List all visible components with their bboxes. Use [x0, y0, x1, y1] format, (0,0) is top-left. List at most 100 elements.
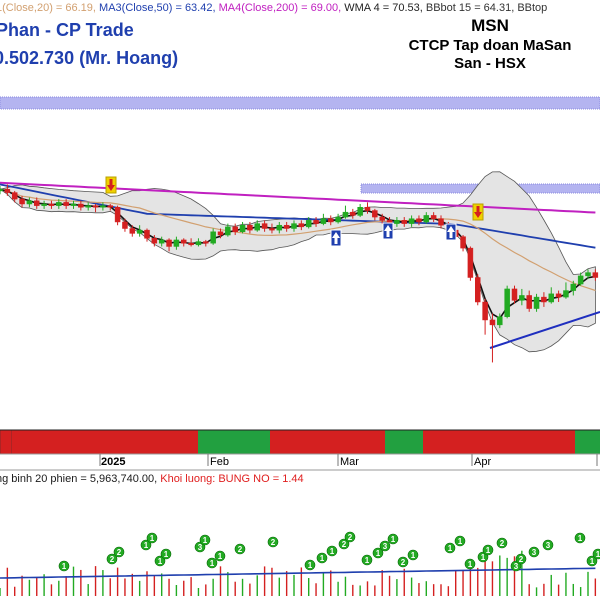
- svg-text:3: 3: [198, 543, 203, 552]
- candle-body: [394, 220, 400, 224]
- volume-marker: 1: [214, 550, 226, 562]
- time-axis: 2025 Feb Mar Apr: [0, 453, 600, 471]
- svg-text:1: 1: [218, 552, 223, 561]
- candle-body: [430, 215, 437, 219]
- ma20-line: [0, 188, 596, 292]
- volume-marker: 3: [542, 539, 554, 551]
- volume-marker: 1: [154, 555, 166, 567]
- volume-marker: 1: [304, 559, 316, 571]
- candle-body: [342, 211, 349, 218]
- volume-marker: 2: [234, 543, 246, 555]
- candle-body: [34, 200, 40, 206]
- author-title: Phan - CP Trade: [0, 20, 134, 40]
- svg-text:1: 1: [448, 544, 453, 553]
- volume-legend: ng binh 20 phien = 5,963,740.00, Khoi lu…: [0, 473, 304, 485]
- volume-marker: 1: [316, 552, 328, 564]
- sell-arrow-icon: [105, 176, 117, 194]
- candle-body: [592, 272, 599, 278]
- volume-marker: 1: [361, 554, 373, 566]
- volume-marker: 1: [574, 532, 586, 544]
- volume-marker: 3: [528, 546, 540, 558]
- svg-text:2: 2: [348, 533, 353, 542]
- candle-body: [585, 272, 591, 277]
- signal-bar-top: [0, 96, 600, 110]
- volume-marker: 1: [160, 548, 172, 560]
- price-panel: [0, 171, 600, 363]
- candle-body: [232, 226, 238, 233]
- candle-body: [482, 301, 488, 321]
- candle-body: [519, 295, 525, 301]
- svg-text:1: 1: [320, 554, 325, 563]
- svg-text:3: 3: [546, 541, 551, 550]
- candle-body: [173, 239, 180, 247]
- svg-text:2: 2: [110, 555, 115, 564]
- volume-marker: 2: [267, 536, 279, 548]
- volume-marker: 1: [454, 535, 466, 547]
- buy-arrow-icon: [445, 223, 457, 241]
- indicator-part-3: WMA 4 = 70.53,: [344, 2, 426, 14]
- candle-body: [563, 290, 569, 298]
- candle-body: [379, 216, 385, 221]
- volume-marker: 1: [464, 558, 476, 570]
- candle-body: [298, 223, 305, 228]
- svg-text:1: 1: [468, 560, 473, 569]
- svg-text:1: 1: [376, 549, 381, 558]
- trend-strip: [0, 429, 600, 455]
- svg-text:1: 1: [62, 562, 67, 571]
- candle-body: [158, 239, 165, 244]
- candle-body: [350, 211, 356, 216]
- candle-body: [408, 218, 415, 224]
- wma4-line: [0, 188, 596, 320]
- indicator-part-1: MA3(Close,50) = 63.42,: [99, 2, 219, 14]
- candle-body: [328, 218, 334, 223]
- candle-body: [122, 221, 128, 229]
- svg-text:1: 1: [391, 535, 396, 544]
- phone-title: 0.502.730 (Mr. Hoang): [0, 48, 178, 68]
- candle-body: [526, 295, 532, 309]
- candle-body: [364, 207, 371, 211]
- candle-body: [56, 202, 62, 206]
- candle-body: [541, 296, 547, 303]
- svg-text:1: 1: [365, 556, 370, 565]
- svg-text:3: 3: [514, 562, 519, 571]
- candle-body: [26, 200, 33, 205]
- candle-body: [0, 189, 3, 192]
- svg-text:1: 1: [150, 534, 155, 543]
- time-label-mar: Mar: [340, 456, 359, 468]
- svg-text:1: 1: [158, 557, 163, 566]
- candle-body: [239, 224, 246, 233]
- candle-body: [48, 203, 55, 206]
- time-label-apr: Apr: [474, 456, 491, 468]
- volume-marker: 1: [592, 548, 600, 560]
- volume-marker: 2: [113, 546, 125, 558]
- indicator-part-2: MA4(Close,200) = 69.00,: [219, 2, 345, 14]
- time-label-2025: 2025: [101, 456, 125, 468]
- candle-body: [357, 207, 363, 216]
- candle-body: [70, 203, 77, 206]
- volume-marker: 2: [496, 537, 508, 549]
- svg-text:2: 2: [271, 538, 276, 547]
- sell-arrow-icon: [472, 203, 484, 221]
- candle-body: [548, 293, 554, 303]
- volume-marker: 1: [326, 545, 338, 557]
- indicator-part-4: BBbot 15 = 64.31,: [426, 2, 517, 14]
- svg-text:1: 1: [308, 561, 313, 570]
- candle-body: [195, 241, 202, 246]
- volume-marker: 1: [146, 532, 158, 544]
- candle-body: [129, 228, 136, 234]
- indicator-part-5: BBtop: [517, 2, 547, 14]
- volume-signal-text: Khoi luong: BUNG NO = 1.44: [160, 473, 303, 485]
- svg-text:1: 1: [144, 541, 149, 550]
- volume-marker: 1: [199, 534, 211, 546]
- svg-text:2: 2: [238, 545, 243, 554]
- candle-body: [533, 296, 540, 309]
- svg-text:1: 1: [164, 550, 169, 559]
- candle-body: [210, 231, 216, 244]
- candle-body: [41, 203, 47, 206]
- candle-body: [555, 293, 562, 298]
- volume-marker: 1: [387, 533, 399, 545]
- candle-body: [136, 229, 143, 234]
- svg-text:3: 3: [383, 542, 388, 551]
- candle-body: [11, 192, 18, 200]
